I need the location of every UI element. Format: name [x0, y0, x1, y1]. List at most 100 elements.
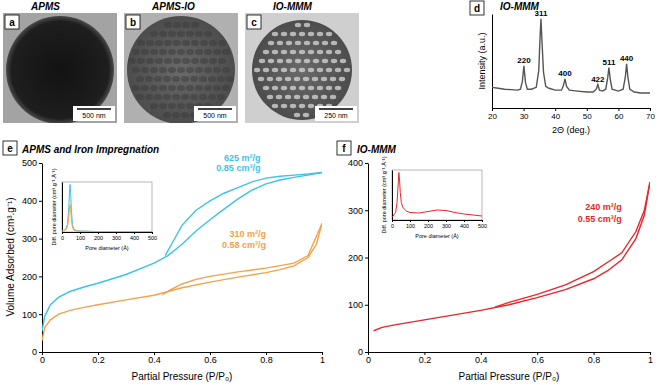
tick-label: 500 [148, 235, 157, 241]
inset-chart: 0100200300400500Pore diameter (Å)Diff. p… [51, 168, 157, 251]
tick-mark [365, 210, 368, 211]
panel-label-box [470, 1, 484, 15]
texture [209, 58, 217, 64]
data-line [42, 223, 322, 340]
texture [290, 32, 296, 36]
x-axis: 00.20.40.60.81 [40, 352, 325, 365]
axis-line [368, 164, 369, 353]
annotation: 400 [558, 69, 572, 78]
data-line [392, 173, 482, 218]
inset-frame [62, 182, 152, 232]
texture [308, 104, 314, 108]
texture [326, 86, 332, 90]
tick: 300 [112, 232, 121, 241]
annotation: 0.85 cm³/g [216, 163, 260, 173]
texture [317, 68, 323, 72]
scale-bar [319, 108, 353, 110]
texture [308, 50, 314, 54]
tick: 40 [551, 108, 560, 121]
texture [218, 40, 226, 46]
texture [276, 95, 282, 99]
texture [321, 95, 327, 99]
tick: 1 [648, 352, 653, 365]
texture [295, 59, 301, 63]
tick-mark [482, 220, 483, 222]
tick: 0.6 [531, 352, 544, 365]
scale-bar-label: 500 nm [82, 112, 106, 119]
texture [303, 95, 309, 99]
plot-area [492, 19, 650, 93]
texture [182, 40, 190, 46]
texture [195, 85, 203, 91]
tick-label: 70 [646, 112, 655, 121]
axis-line [493, 108, 651, 109]
micrograph: APMS-IOb500 nm [124, 1, 238, 124]
texture [317, 50, 323, 54]
tick-label: 100 [406, 223, 415, 229]
tick: 1 [320, 352, 325, 365]
texture [154, 94, 162, 100]
texture [263, 86, 269, 90]
texture [163, 112, 171, 118]
texture [294, 113, 300, 117]
annotation: 0.55 cm³/g [578, 214, 622, 224]
texture [326, 32, 332, 36]
texture [263, 68, 269, 72]
tick: 60 [614, 108, 623, 121]
texture [267, 95, 273, 99]
tick-label: 0.8 [588, 355, 601, 365]
scale-bar-bg [194, 106, 236, 121]
texture [186, 103, 194, 109]
texture [299, 86, 305, 90]
tick-mark [365, 305, 368, 306]
panel-label: a [9, 17, 15, 28]
axis-line [392, 171, 393, 221]
texture [295, 23, 301, 27]
texture [163, 94, 171, 100]
scale-bar [77, 108, 111, 110]
panel-label: f [342, 143, 346, 154]
texture [204, 49, 212, 55]
data-line [492, 19, 650, 93]
panel-label: d [474, 3, 480, 14]
tick-mark [650, 108, 651, 111]
tick-label: 100 [348, 300, 363, 310]
texture [199, 94, 207, 100]
tick-label: 40 [551, 112, 560, 121]
tick: 20 [488, 108, 497, 121]
texture [254, 68, 260, 72]
tick: 200 [22, 272, 42, 282]
tick-label: 300 [348, 206, 363, 216]
plot-area [42, 172, 322, 340]
texture [168, 103, 176, 109]
tick-mark [428, 220, 429, 222]
y-axis-title: Volume Adsorbed (cm³.g⁻¹) [5, 197, 16, 316]
axis-line [62, 183, 63, 233]
annotation: 440 [620, 54, 634, 63]
tick: 100 [348, 300, 368, 310]
texture [200, 40, 208, 46]
tick-label: 0.2 [92, 355, 105, 365]
tick: 300 [22, 234, 42, 244]
x-axis-title: 2Θ (deg.) [552, 125, 590, 135]
texture [312, 77, 318, 81]
texture [258, 77, 264, 81]
texture [308, 68, 314, 72]
tick-label: 1 [320, 355, 325, 365]
tick: 200 [348, 253, 368, 263]
image-background [245, 13, 359, 123]
texture [268, 41, 274, 45]
texture [304, 23, 310, 27]
tick-label: 0 [32, 347, 37, 357]
tick-label: 200 [94, 235, 103, 241]
texture [195, 49, 203, 55]
texture [177, 85, 185, 91]
texture [290, 50, 296, 54]
inset-frame [392, 170, 482, 220]
tick-mark [587, 108, 588, 111]
texture [222, 67, 230, 73]
texture [172, 112, 180, 118]
axis-line [43, 352, 323, 353]
texture [277, 59, 283, 63]
panel-label-box [247, 15, 261, 29]
